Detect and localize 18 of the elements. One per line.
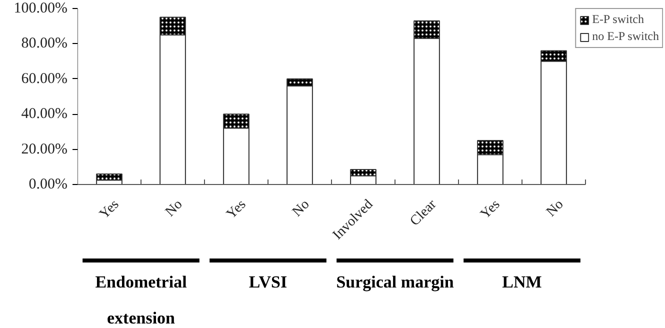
x-tick-label: Yes (224, 197, 250, 222)
y-tick-label: 40.00% (21, 106, 68, 122)
text: LNM (502, 272, 542, 292)
x-tick-label: No (544, 197, 567, 220)
x-tick-label: No (290, 197, 313, 220)
y-tick-label: 60.00% (21, 70, 68, 87)
y-tick-label: 0.00% (28, 176, 68, 192)
text: Endometrial extension (95, 272, 188, 328)
y-tick-label: 100.00% (14, 0, 68, 16)
y-tick-label: 20.00% (21, 141, 68, 158)
text: Surgical margin (336, 272, 454, 292)
legend-label: E-P switch (592, 12, 644, 27)
x-tick-label: No (162, 197, 186, 220)
y-tick-label: 80.00% (21, 36, 68, 52)
legend-label: no E-P switch (592, 29, 659, 44)
x-tick-label: Yes (478, 197, 504, 222)
text: LVSI (248, 272, 288, 292)
x-tick-label: Yes (97, 197, 122, 222)
